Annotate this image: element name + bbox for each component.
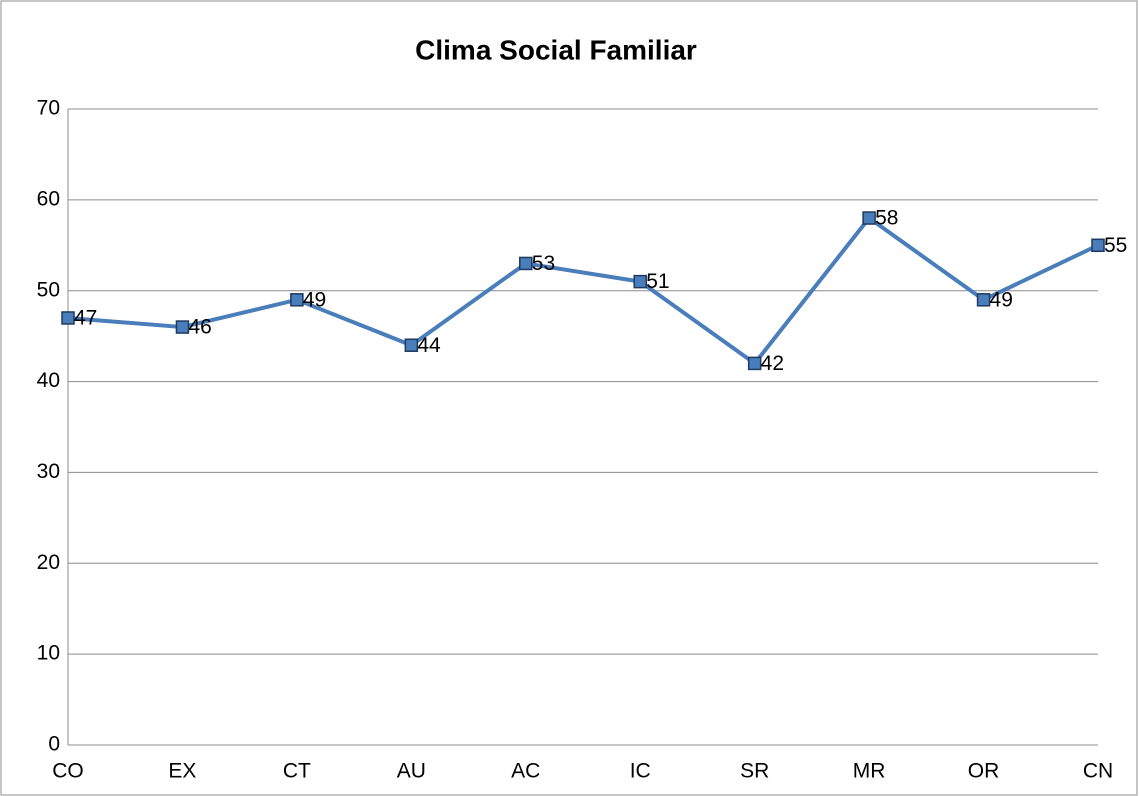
marker [862, 211, 876, 225]
marker [290, 293, 304, 307]
x-tick-label: AU [397, 760, 426, 783]
y-tick-label: 70 [37, 97, 60, 120]
data-label: 49 [303, 288, 326, 311]
marker [175, 320, 190, 334]
x-tick-label: SR [740, 760, 769, 783]
marker [976, 293, 991, 307]
y-tick-label: 10 [37, 642, 60, 665]
marker [404, 338, 419, 352]
x-tick-label: CO [52, 760, 84, 783]
line [67, 216, 1099, 366]
x-tick-label: OR [968, 760, 1000, 783]
marker [1091, 238, 1105, 253]
y-tick-label: 30 [37, 460, 60, 483]
marker [747, 356, 762, 371]
x-tick-label: IC [630, 760, 651, 783]
data-label: 44 [417, 334, 441, 357]
marker [61, 311, 75, 325]
data-label: 46 [188, 316, 211, 339]
data-label: 47 [74, 307, 97, 330]
y-tick-label: 20 [37, 551, 60, 574]
marker [519, 256, 533, 271]
x-tick-label: MR [853, 760, 886, 783]
data-label: 49 [990, 288, 1013, 311]
marker [633, 274, 647, 289]
data-label: 53 [532, 252, 555, 275]
data-label: 51 [646, 270, 669, 293]
x-tick-label: EX [168, 760, 196, 783]
data-label: 58 [875, 207, 898, 230]
x-tick-label: AC [511, 760, 540, 783]
data-label: 55 [1104, 234, 1127, 257]
chart-title: Clima Social Familiar [415, 34, 697, 65]
y-tick-label: 0 [48, 733, 60, 756]
x-tick-label: CN [1083, 760, 1113, 783]
y-tick-label: 60 [37, 187, 60, 210]
data-label: 42 [761, 352, 784, 375]
y-tick-label: 50 [37, 278, 60, 301]
y-tick-label: 40 [37, 369, 60, 392]
x-tick-label: CT [283, 760, 311, 783]
